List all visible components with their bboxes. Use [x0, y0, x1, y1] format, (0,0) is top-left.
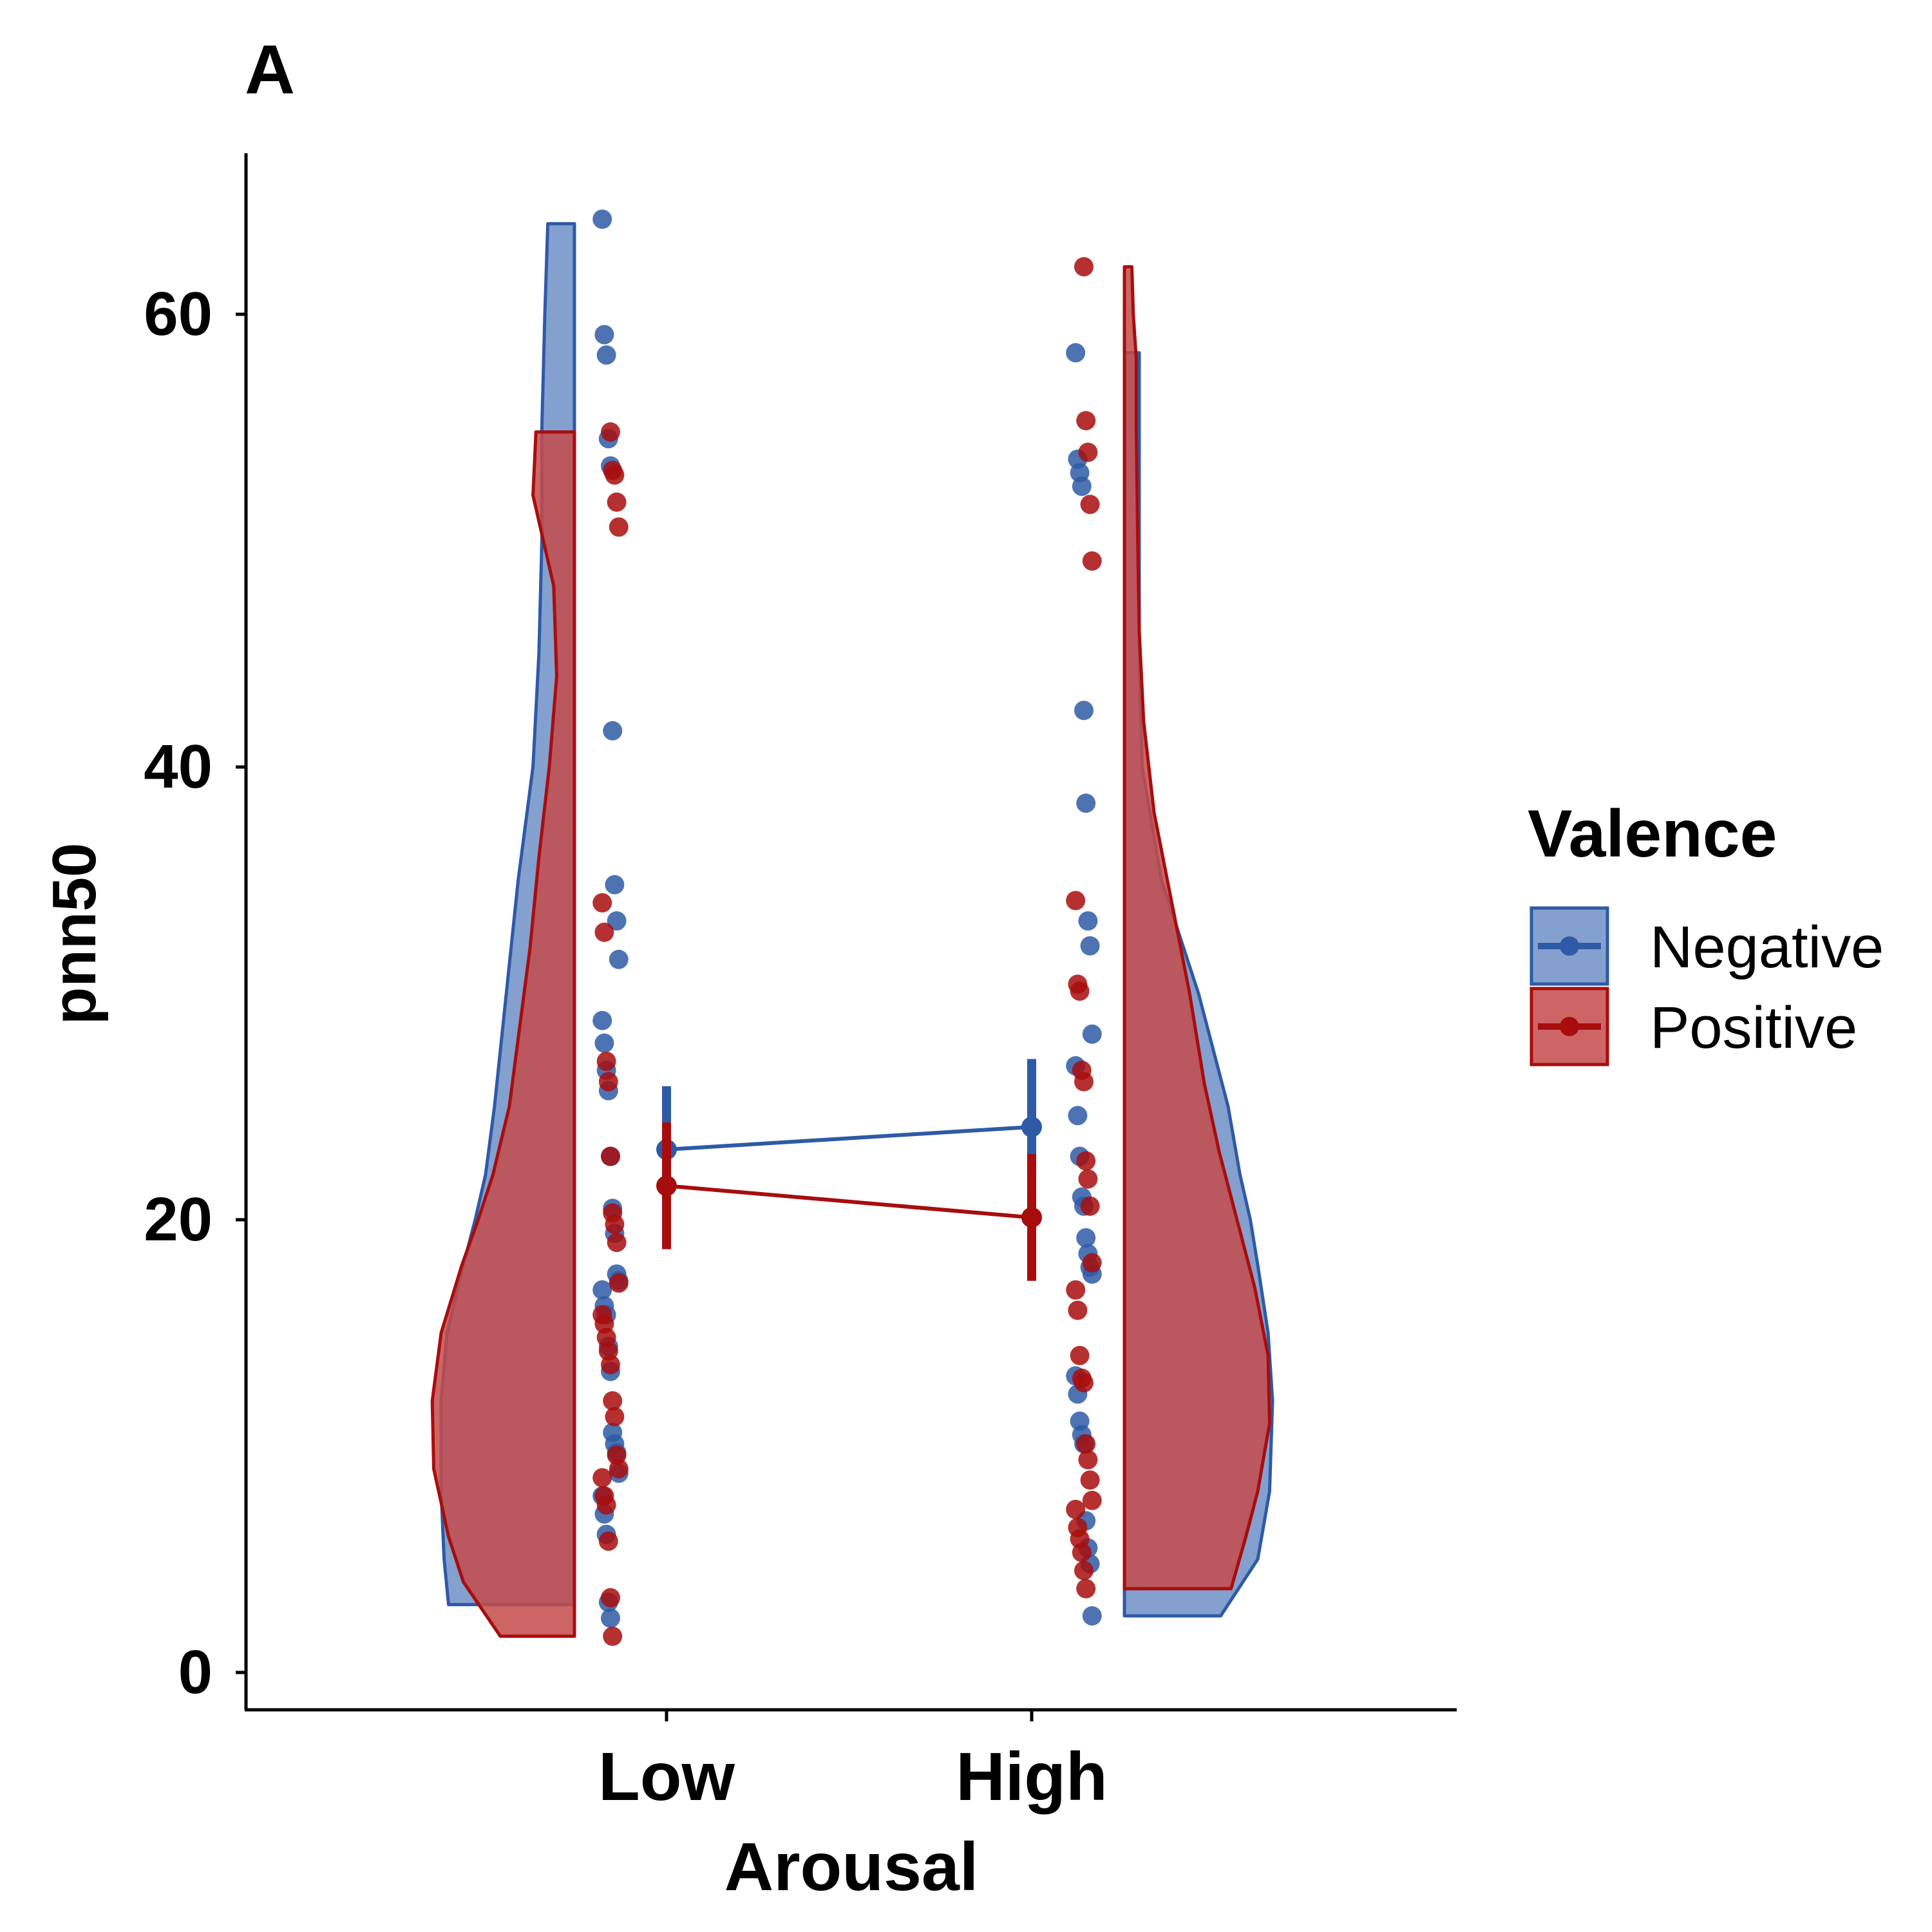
data-point-positive [1080, 1196, 1100, 1216]
violin-positive-low [430, 430, 576, 1638]
data-point-positive [1076, 1151, 1096, 1171]
data-point-negative [1066, 343, 1086, 363]
data-point-positive [603, 1391, 623, 1411]
data-point-positive [594, 922, 614, 942]
data-point-positive [1078, 1450, 1098, 1470]
mean-point-negative [1021, 1116, 1042, 1137]
data-point-positive [1066, 891, 1086, 911]
data-point-positive [598, 1072, 618, 1092]
data-point-negative [594, 325, 614, 345]
legend-key-point [1560, 936, 1579, 956]
data-point-negative [1076, 793, 1096, 813]
data-point-positive [1080, 495, 1100, 515]
data-point-positive [605, 465, 625, 485]
x-axis-title: Arousal [724, 1829, 979, 1905]
data-point-negative [1078, 911, 1098, 931]
data-point-positive [607, 1233, 627, 1253]
data-point-positive [605, 1406, 625, 1426]
data-point-positive [609, 1273, 629, 1293]
data-point-positive [596, 1052, 616, 1071]
data-point-positive [1066, 1280, 1086, 1300]
legend-key-point [1560, 1017, 1579, 1036]
data-point-positive [1068, 1300, 1088, 1320]
data-point-negative [609, 949, 629, 969]
data-point-positive [1080, 1470, 1100, 1490]
data-point-positive [1074, 1560, 1094, 1580]
legend-label-positive: Positive [1650, 995, 1857, 1061]
data-point-positive [601, 1146, 620, 1166]
data-point-positive [1074, 1072, 1094, 1092]
mean-point-positive [1021, 1207, 1042, 1228]
data-point-negative [1074, 701, 1094, 721]
data-point-positive [1082, 1253, 1102, 1273]
data-point-positive [592, 1468, 612, 1488]
data-point-positive [601, 422, 620, 442]
data-point-positive [1082, 551, 1102, 571]
data-point-positive [598, 1531, 618, 1551]
data-point-positive [1076, 411, 1096, 431]
data-point-negative [1072, 477, 1092, 497]
data-point-positive [603, 1626, 623, 1646]
data-point-negative [592, 209, 612, 229]
data-point-positive [1072, 1542, 1092, 1562]
y-tick-label: 0 [178, 1638, 213, 1707]
y-tick-label: 60 [144, 279, 213, 348]
y-axis-ticks: 0 20 40 60 [144, 279, 246, 1707]
data-point-negative [1082, 1024, 1102, 1044]
data-point-positive [1076, 1578, 1096, 1598]
data-point-positive [1078, 442, 1098, 462]
data-point-negative [592, 1280, 612, 1300]
data-point-positive [1070, 1345, 1090, 1365]
data-point-negative [596, 345, 616, 365]
panel-label: A [245, 30, 295, 108]
data-point-positive [1078, 1169, 1098, 1189]
plot-area [430, 209, 1274, 1646]
data-point-positive [601, 1355, 620, 1374]
legend: Valence Negative Positive [1528, 797, 1884, 1066]
data-point-negative [601, 1608, 620, 1628]
data-point-positive [596, 1495, 616, 1515]
data-point-negative [603, 721, 623, 741]
x-tick-label: Low [598, 1739, 735, 1815]
violin-positive-high [1122, 265, 1271, 1591]
data-point-positive [1070, 981, 1090, 1001]
y-tick-label: 40 [144, 732, 213, 801]
data-point-positive [1082, 1490, 1102, 1510]
data-point-positive [1074, 1373, 1094, 1393]
y-axis-title: pnn50 [40, 843, 109, 1025]
data-point-positive [592, 893, 612, 913]
data-point-positive [609, 517, 629, 537]
data-point-negative [592, 1010, 612, 1030]
data-point-positive [1076, 1434, 1096, 1454]
data-point-positive [609, 1459, 629, 1479]
data-point-positive [1066, 1499, 1086, 1519]
x-tick-label: High [956, 1739, 1108, 1815]
data-point-negative [594, 1033, 614, 1053]
data-point-positive [1074, 257, 1094, 277]
data-point-negative [1076, 1228, 1096, 1248]
data-point-negative [607, 911, 627, 931]
legend-title: Valence [1528, 797, 1777, 871]
mean-point-positive [656, 1175, 677, 1197]
data-point-positive [605, 1215, 625, 1234]
x-axis-ticks: Low High [598, 1710, 1108, 1815]
data-point-negative [1082, 1606, 1102, 1626]
legend-label-negative: Negative [1650, 914, 1884, 980]
data-point-positive [601, 1588, 620, 1607]
data-point-negative [1068, 1106, 1088, 1126]
mean-line-negative [666, 1124, 1032, 1152]
data-point-positive [607, 492, 627, 512]
mean-line-positive [666, 1184, 1032, 1220]
y-tick-label: 20 [144, 1185, 213, 1254]
data-point-negative [1080, 936, 1100, 956]
data-point-negative [605, 875, 625, 895]
